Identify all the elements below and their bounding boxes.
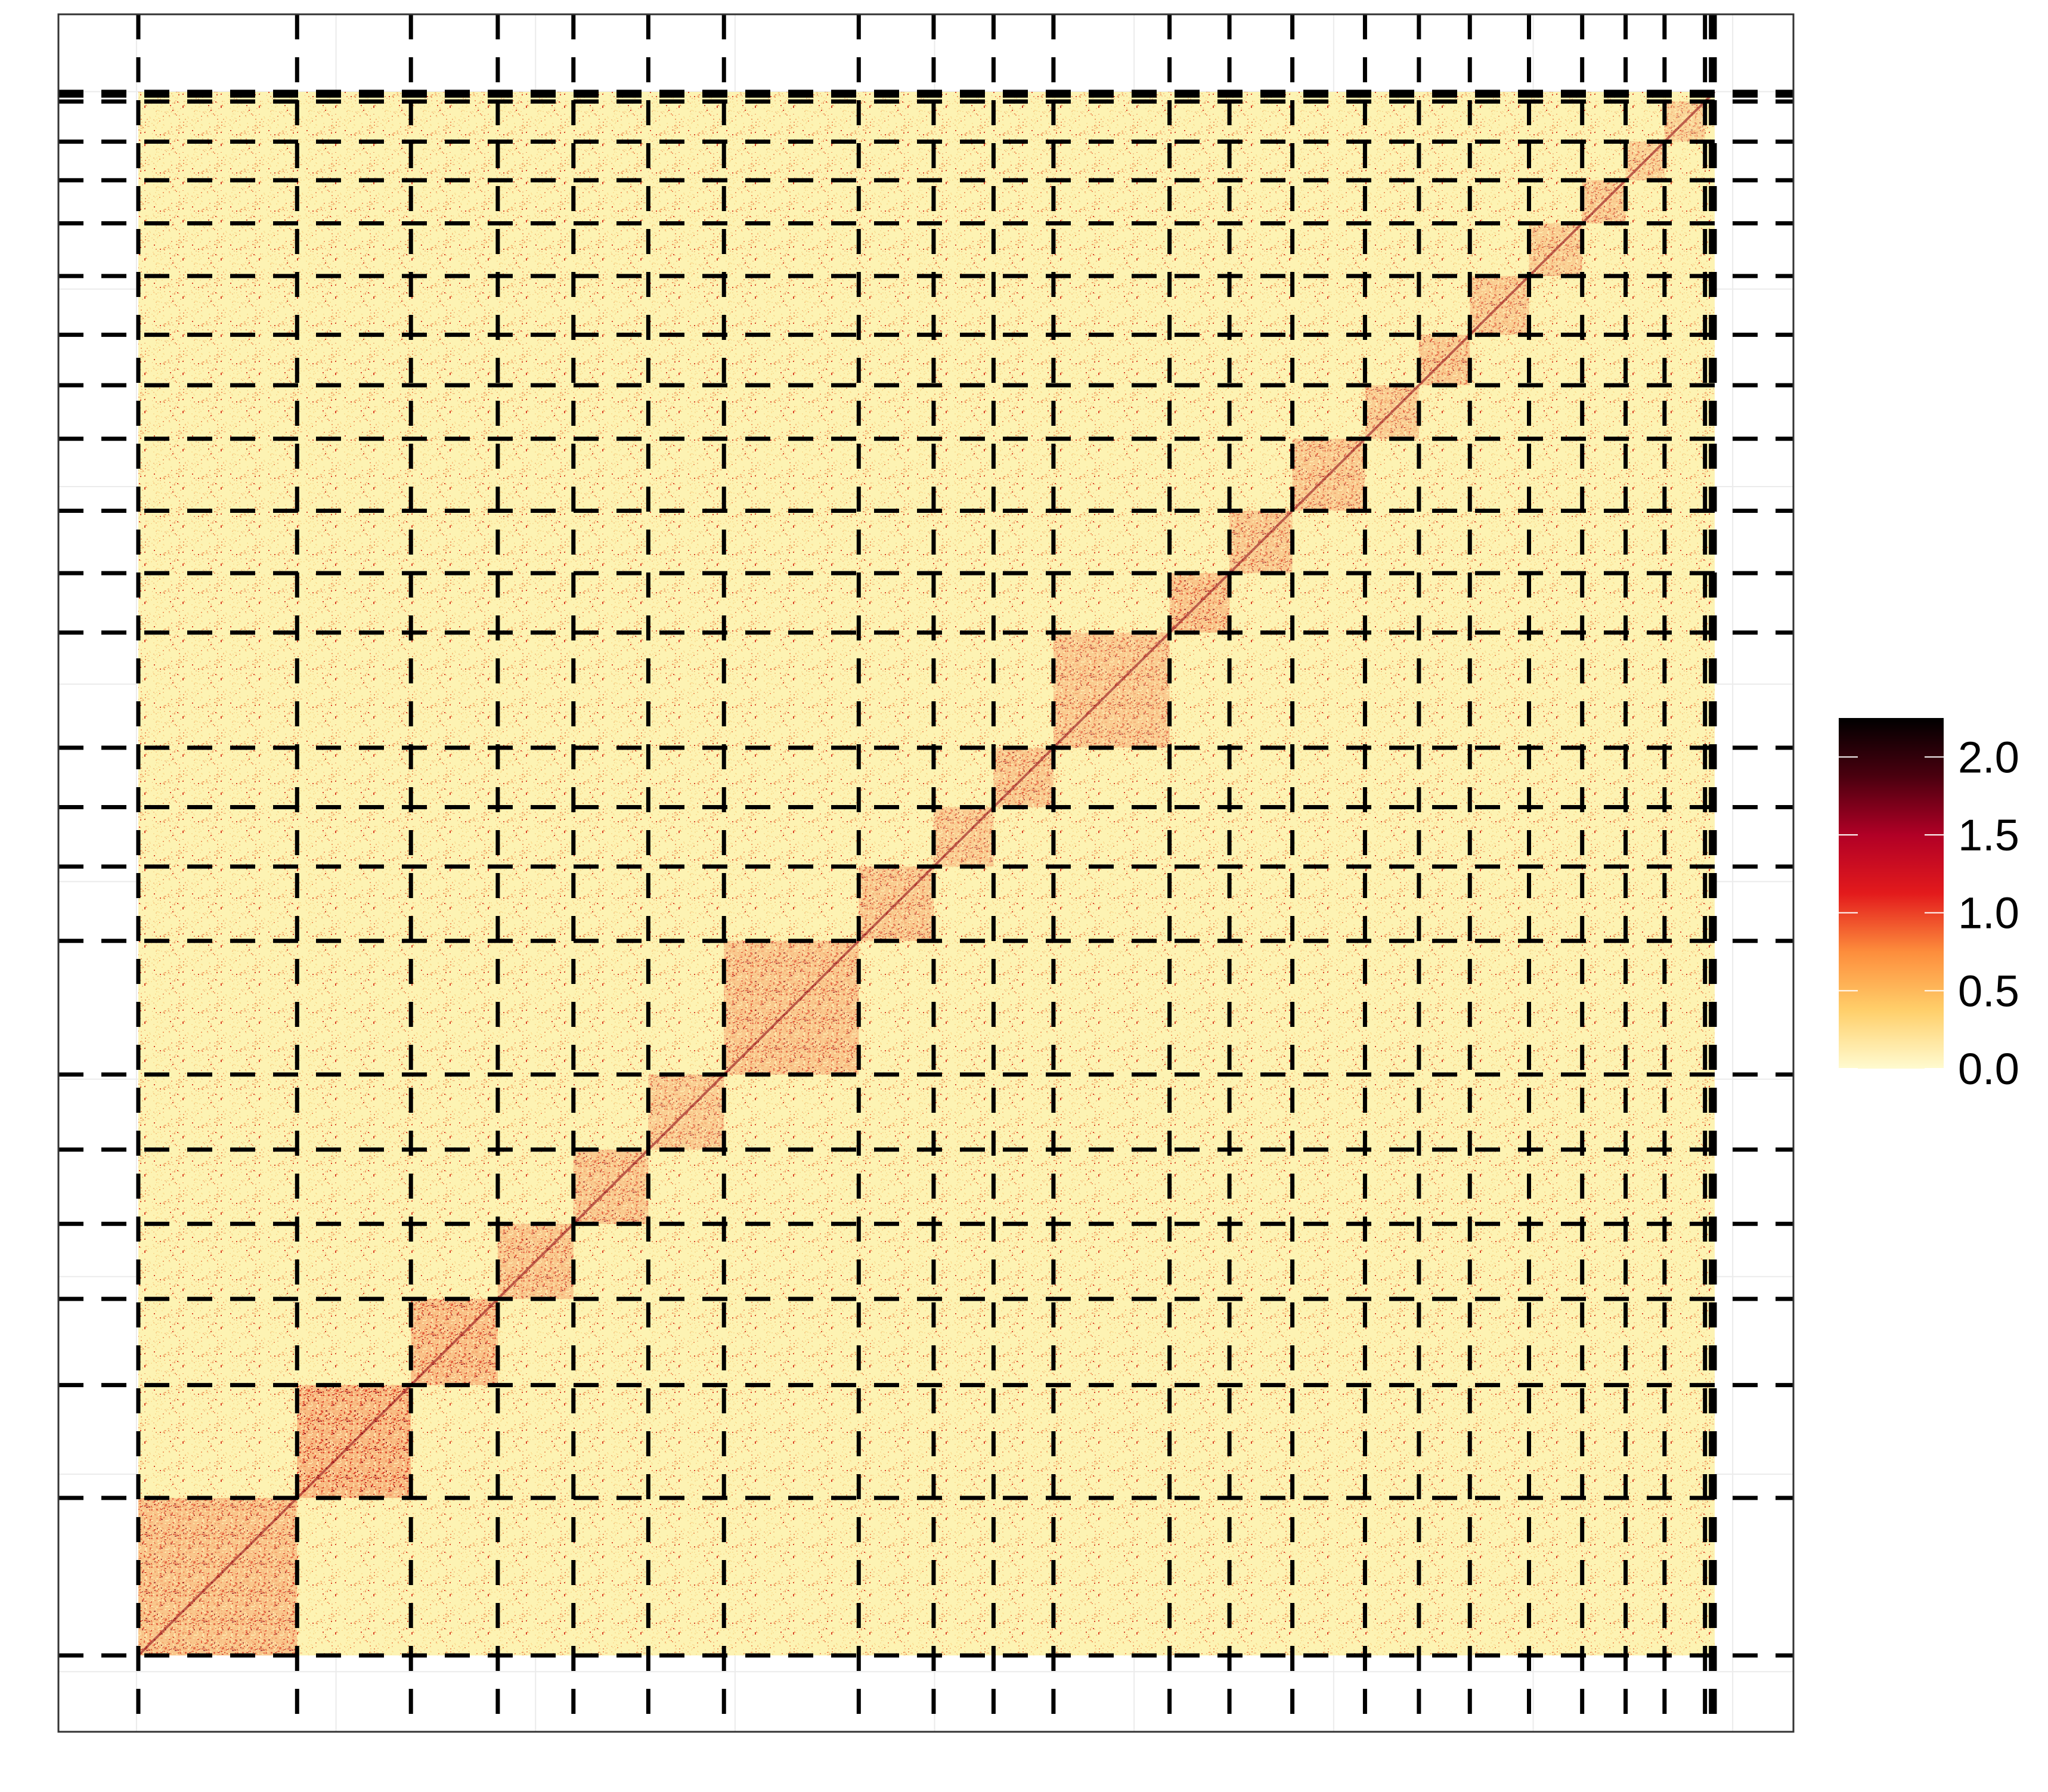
chromosome-block bbox=[1228, 510, 1293, 574]
chromosome-block bbox=[296, 1384, 412, 1499]
chromosome-block bbox=[497, 1222, 575, 1300]
chromosome-block bbox=[1468, 275, 1530, 336]
chromosome-block bbox=[1052, 632, 1170, 749]
chromosome-block bbox=[1625, 141, 1666, 181]
colorbar-tick-label: 0.0 bbox=[1958, 1044, 2019, 1094]
chromosome-block bbox=[857, 865, 935, 942]
chromosome-boundaries bbox=[58, 14, 1793, 1732]
chromosome-block bbox=[993, 747, 1055, 808]
chromosome-block bbox=[1291, 438, 1366, 512]
chromosome-block bbox=[932, 806, 994, 868]
chromosome-block bbox=[1581, 179, 1626, 224]
chromosome-block bbox=[1663, 100, 1706, 143]
chromosome-block bbox=[647, 1073, 725, 1151]
chromosome-block bbox=[137, 1497, 298, 1657]
chromosome-block bbox=[1528, 222, 1584, 277]
contact-matrix bbox=[137, 91, 1716, 1657]
colorbar-tick-label: 1.0 bbox=[1958, 889, 2019, 938]
chromosome-block bbox=[410, 1298, 499, 1386]
chromosome-block bbox=[1364, 384, 1420, 440]
colorbar-gradient bbox=[1839, 718, 1944, 1069]
colorbar-tick-label: 0.5 bbox=[1958, 966, 2019, 1016]
panel-border bbox=[57, 13, 1795, 1733]
chromosome-block bbox=[1169, 572, 1231, 634]
chromosome-block bbox=[1418, 333, 1471, 386]
colorbar-legend: 0.0 0.5 1.0 1.5 2.0 bbox=[1839, 718, 2019, 1094]
chromosome-block bbox=[572, 1149, 649, 1225]
chromosome-block bbox=[723, 940, 860, 1076]
colorbar-tick-label: 2.0 bbox=[1958, 732, 2019, 782]
colorbar-tick-label: 1.5 bbox=[1958, 810, 2019, 860]
